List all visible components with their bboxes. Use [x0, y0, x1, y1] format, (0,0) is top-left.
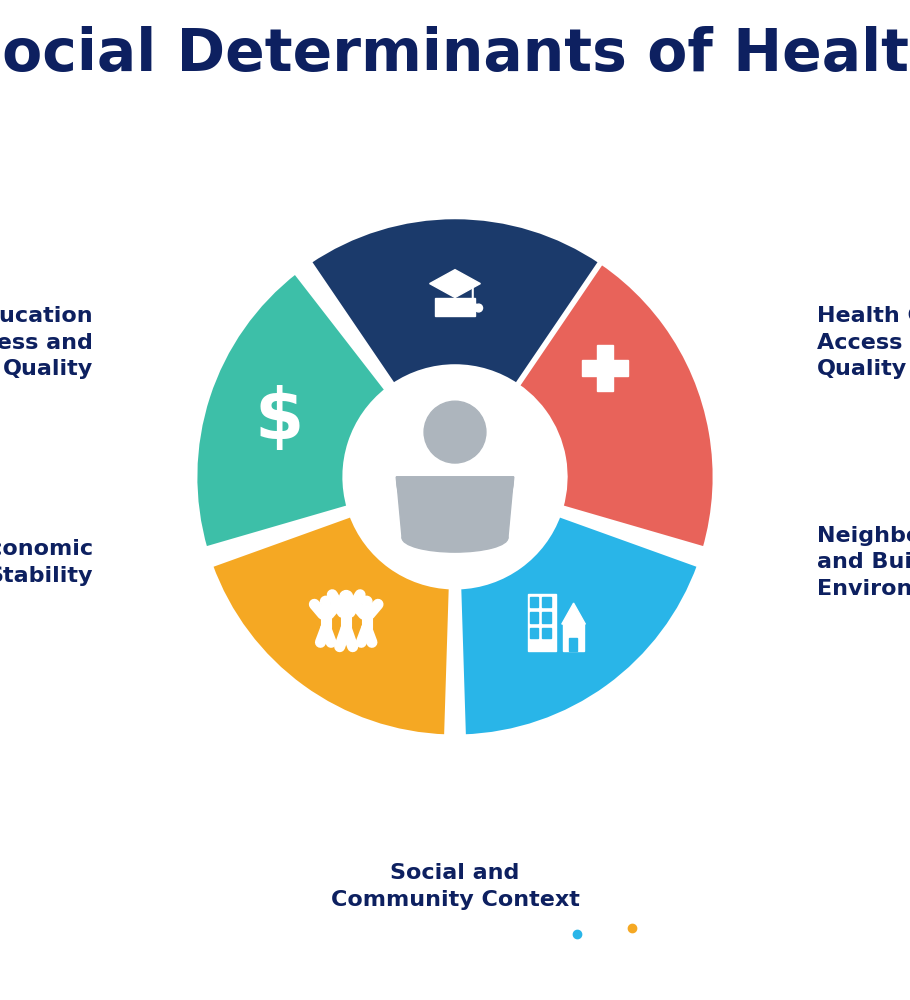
- Text: Healthy People 2030: Healthy People 2030: [637, 946, 864, 964]
- Circle shape: [361, 596, 372, 607]
- Wedge shape: [308, 216, 602, 386]
- Bar: [542, 612, 551, 623]
- Bar: [530, 628, 538, 638]
- Bar: [597, 345, 613, 391]
- Bar: [542, 597, 551, 607]
- Wedge shape: [397, 477, 513, 535]
- Text: $: $: [254, 385, 304, 454]
- Circle shape: [339, 591, 353, 604]
- Circle shape: [320, 596, 331, 607]
- Circle shape: [424, 401, 486, 463]
- Bar: [542, 628, 551, 638]
- Text: Neighborhood
and Built
Environment: Neighborhood and Built Environment: [817, 526, 910, 599]
- Wedge shape: [210, 514, 451, 737]
- Ellipse shape: [402, 524, 508, 552]
- Bar: [581, 360, 628, 376]
- Text: Economic
Stability: Economic Stability: [0, 539, 93, 586]
- Text: Health Care
Access and
Quality: Health Care Access and Quality: [817, 306, 910, 379]
- Circle shape: [475, 304, 482, 312]
- Text: Social Determinants of Health: Social Determinants of Health: [36, 931, 340, 949]
- Bar: [596, 924, 612, 982]
- Polygon shape: [397, 477, 513, 538]
- Bar: [569, 944, 585, 982]
- Text: Social and
Community Context: Social and Community Context: [330, 863, 580, 910]
- Wedge shape: [459, 514, 700, 737]
- Wedge shape: [459, 217, 715, 550]
- Circle shape: [345, 367, 565, 587]
- Polygon shape: [561, 603, 585, 624]
- Bar: [530, 597, 538, 607]
- Text: Social Determinants of Health: Social Determinants of Health: [0, 26, 910, 84]
- Bar: [436, 298, 474, 316]
- Bar: [528, 594, 556, 651]
- Bar: [623, 938, 640, 982]
- Bar: [562, 624, 584, 651]
- Bar: [570, 638, 577, 651]
- Polygon shape: [430, 270, 480, 298]
- Wedge shape: [195, 271, 388, 550]
- Text: Education
Access and
Quality: Education Access and Quality: [0, 306, 93, 379]
- Text: Copyright-free: Copyright-free: [36, 965, 136, 979]
- Bar: [530, 612, 538, 623]
